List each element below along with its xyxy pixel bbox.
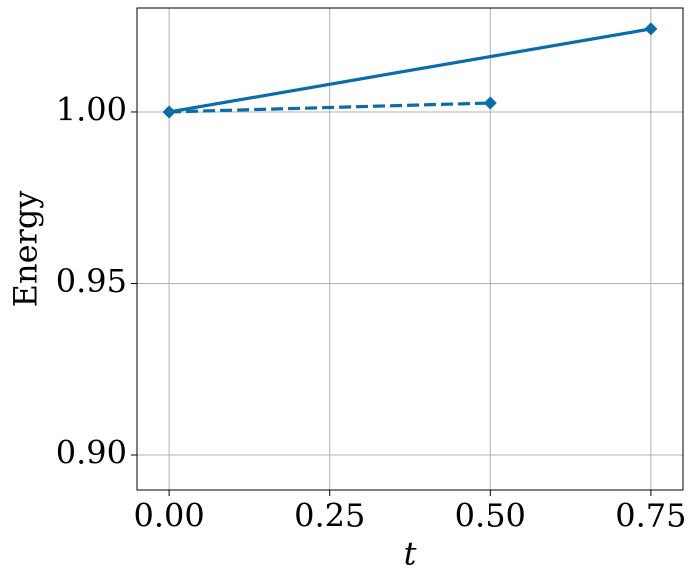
- data-point: [483, 96, 497, 110]
- plot-frame: [136, 7, 684, 491]
- y-tick-label: 1.00: [56, 90, 127, 128]
- y-tick-label: 0.90: [56, 434, 127, 472]
- x-tick-label: 0.25: [294, 497, 365, 535]
- x-tick-label: 0.75: [615, 497, 686, 535]
- series-line: [168, 27, 652, 114]
- data-point: [644, 22, 658, 36]
- series-line: [169, 101, 491, 114]
- y-axis-label: Energy: [7, 191, 45, 308]
- x-tick-label: 0.50: [455, 497, 526, 535]
- x-tick-label: 0.00: [133, 497, 204, 535]
- data-point: [162, 105, 176, 119]
- x-axis-label: t: [404, 535, 417, 573]
- y-tick-label: 0.95: [56, 262, 127, 300]
